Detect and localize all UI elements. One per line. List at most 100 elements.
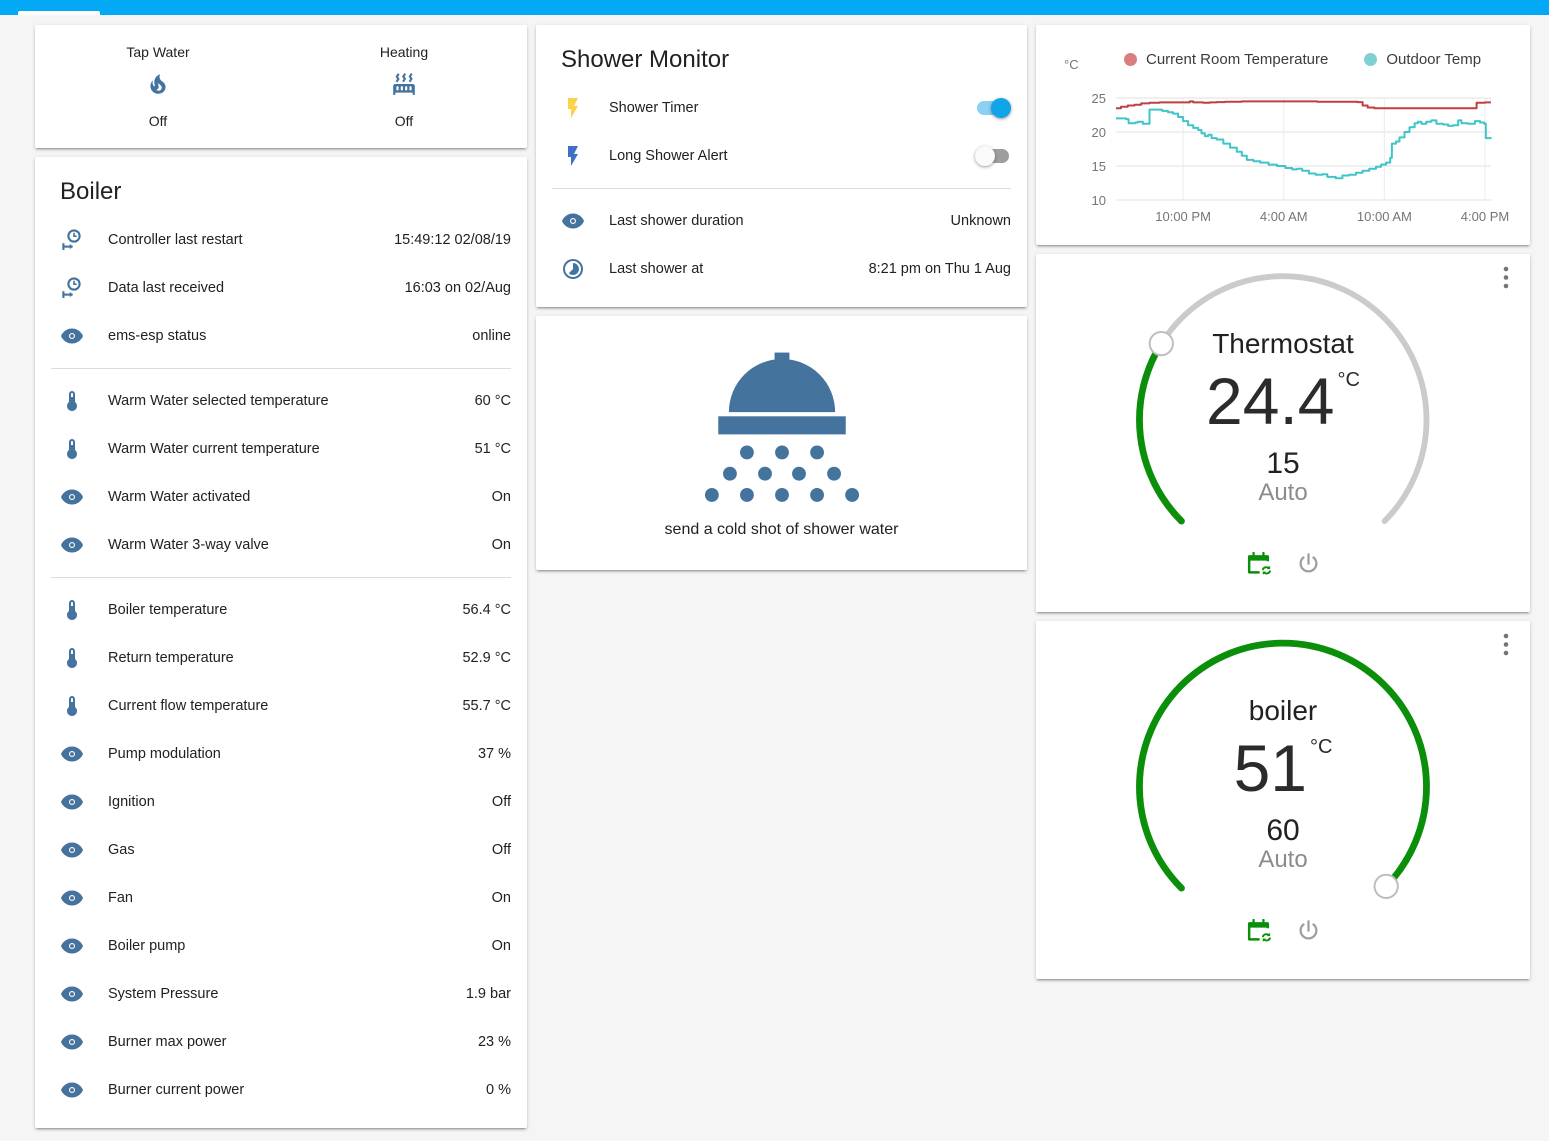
column-right: Current Room Temperature Outdoor Temp 10… — [1036, 25, 1530, 979]
glance-item-tap-water[interactable]: Tap Water Off — [35, 44, 281, 129]
entity-value: 52.9 °C — [462, 650, 511, 666]
entity-row[interactable]: Long Shower Alert — [536, 132, 1027, 180]
eye-icon — [60, 838, 84, 862]
entity-label: Ignition — [108, 794, 155, 810]
entity-row[interactable]: Fan On — [35, 874, 527, 922]
shower-monitor-list: Shower Timer Long Shower Alert Last show… — [536, 84, 1027, 293]
entity-label: Fan — [108, 890, 133, 906]
entity-row[interactable]: System Pressure 1.9 bar — [35, 970, 527, 1018]
entity-row[interactable]: Pump modulation 37 % — [35, 730, 527, 778]
legend-item[interactable]: Current Room Temperature — [1124, 51, 1328, 68]
thermometer-icon — [60, 694, 84, 718]
entity-value: On — [491, 537, 511, 553]
eye-icon — [60, 1030, 84, 1054]
entity-row[interactable]: ems-esp status online — [35, 312, 527, 360]
svg-text:10: 10 — [1092, 193, 1106, 208]
card-title-boiler: Boiler — [60, 178, 122, 205]
entity-value: Off — [491, 794, 511, 810]
eye-icon — [60, 934, 84, 958]
entity-row[interactable]: Burner current power 0 % — [35, 1066, 527, 1114]
entity-label: Warm Water current temperature — [108, 441, 320, 457]
legend-dot-icon — [1364, 53, 1378, 66]
entity-label: Burner max power — [108, 1034, 227, 1050]
eye-icon — [60, 982, 84, 1006]
entity-row[interactable]: Boiler pump On — [35, 922, 527, 970]
thermometer-icon — [60, 598, 84, 622]
toggle-on[interactable] — [975, 98, 1011, 118]
column-middle: Shower Monitor Shower Timer Long Shower … — [536, 25, 1027, 570]
card-title-shower-monitor: Shower Monitor — [561, 46, 730, 73]
entity-label: Pump modulation — [108, 746, 221, 762]
legend-label: Outdoor Temp — [1386, 51, 1482, 68]
divider — [51, 577, 511, 578]
svg-text:10:00 PM: 10:00 PM — [1155, 209, 1211, 224]
entity-row[interactable]: Burner max power 23 % — [35, 1018, 527, 1066]
entity-label: Gas — [108, 842, 135, 858]
entity-row[interactable]: Controller last restart 15:49:12 02/08/1… — [35, 216, 527, 264]
active-tab-indicator[interactable] — [18, 11, 100, 15]
entity-value: 15:49:12 02/08/19 — [394, 232, 511, 248]
legend-label: Current Room Temperature — [1146, 51, 1329, 68]
entity-value: 56.4 °C — [462, 602, 511, 618]
shower-action-card[interactable]: send a cold shot of shower water — [536, 316, 1027, 570]
entity-row[interactable]: Ignition Off — [35, 778, 527, 826]
entity-row[interactable]: Return temperature 52.9 °C — [35, 634, 527, 682]
entity-label: Current flow temperature — [108, 698, 269, 714]
entity-row[interactable]: Warm Water current temperature 51 °C — [35, 425, 527, 473]
power-icon — [1295, 550, 1322, 582]
power-icon — [1295, 917, 1322, 949]
thermostat-dial-handle[interactable] — [1148, 330, 1174, 357]
entity-label: Boiler temperature — [108, 602, 228, 618]
entity-row[interactable]: Current flow temperature 55.7 °C — [35, 682, 527, 730]
entity-row[interactable]: Gas Off — [35, 826, 527, 874]
power-mode-button[interactable] — [1294, 919, 1322, 947]
entity-label: Burner current power — [108, 1082, 245, 1098]
entity-row[interactable]: Warm Water 3-way valve On — [35, 521, 527, 569]
svg-text:4:00 AM: 4:00 AM — [1260, 209, 1308, 224]
entity-value: 51 °C — [474, 441, 511, 457]
boiler-dial-handle[interactable] — [1373, 873, 1399, 899]
legend-dot-icon — [1124, 53, 1137, 66]
entity-row[interactable]: Data last received 16:03 on 02/Aug — [35, 264, 527, 312]
clock-start-icon — [60, 276, 84, 300]
toggle-off[interactable] — [975, 146, 1011, 166]
eye-icon — [60, 485, 84, 509]
eye-icon — [60, 790, 84, 814]
entity-label: Data last received — [108, 280, 225, 296]
glance-label: Heating — [379, 44, 429, 60]
schedule-mode-button[interactable] — [1244, 552, 1272, 580]
entity-value: Off — [491, 842, 511, 858]
entity-label: Long Shower Alert — [609, 148, 728, 164]
more-menu-icon[interactable] — [1494, 264, 1518, 292]
entity-row[interactable]: Last shower duration Unknown — [536, 197, 1027, 245]
entity-value: 16:03 on 02/Aug — [404, 280, 511, 296]
power-mode-button[interactable] — [1294, 552, 1322, 580]
more-menu-icon[interactable] — [1494, 631, 1518, 659]
schedule-mode-button[interactable] — [1244, 919, 1272, 947]
history-graph: 10 15 20 25 °C 10:00 PM 4:00 AM 10:00 AM 4:00 PM — [1064, 57, 1509, 224]
entity-row[interactable]: Shower Timer — [536, 84, 1027, 132]
eye-icon — [60, 533, 84, 557]
entity-row[interactable]: Last shower at 8:21 pm on Thu 1 Aug — [536, 245, 1027, 293]
shower-action-caption: send a cold shot of shower water — [664, 520, 899, 538]
entity-row[interactable]: Warm Water activated On — [35, 473, 527, 521]
entity-label: Controller last restart — [108, 232, 243, 248]
calendar-sync-icon — [1245, 917, 1272, 949]
glance-card: Tap Water Off Heating Off — [35, 25, 527, 148]
svg-text:10:00 AM: 10:00 AM — [1357, 209, 1412, 224]
svg-text:25: 25 — [1092, 91, 1106, 106]
glance-item-heating[interactable]: Heating Off — [281, 44, 527, 129]
entity-label: ems-esp status — [108, 328, 207, 344]
boiler-dial-card: boiler 51 °C 60 Auto — [1036, 621, 1530, 979]
dashboard: Tap Water Off Heating Off Boiler Controll… — [0, 15, 1549, 1141]
entity-value: 1.9 bar — [465, 986, 511, 1002]
legend-item[interactable]: Outdoor Temp — [1364, 51, 1481, 68]
eye-icon — [60, 324, 84, 348]
chart-legend: Current Room Temperature Outdoor Temp — [1124, 51, 1481, 68]
entity-label: Warm Water activated — [108, 489, 251, 505]
entity-label: Warm Water 3-way valve — [108, 537, 269, 553]
svg-text:°C: °C — [1064, 57, 1079, 72]
entity-label: Boiler pump — [108, 938, 186, 954]
entity-row[interactable]: Boiler temperature 56.4 °C — [35, 586, 527, 634]
entity-row[interactable]: Warm Water selected temperature 60 °C — [35, 377, 527, 425]
